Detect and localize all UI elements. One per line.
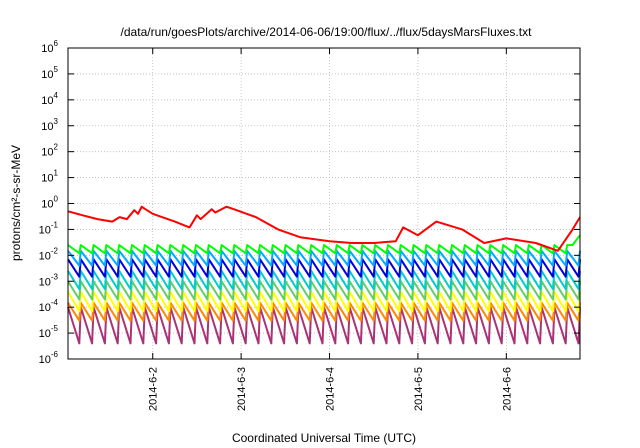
x-tick-label: 2014-6-3 bbox=[236, 367, 248, 411]
y-tick-label: 10-3 bbox=[39, 272, 59, 288]
x-axis-title: Coordinated Universal Time (UTC) bbox=[232, 431, 416, 445]
y-tick-label: 10-2 bbox=[39, 246, 59, 262]
y-tick-label: 103 bbox=[41, 117, 58, 133]
x-tick-label: 2014-6-2 bbox=[148, 367, 160, 411]
y-tick-label: 102 bbox=[41, 143, 58, 159]
y-tick-label: 101 bbox=[41, 169, 58, 185]
y-tick-label: 105 bbox=[41, 65, 58, 81]
y-tick-label: 10-4 bbox=[39, 298, 59, 314]
series-line bbox=[67, 249, 581, 267]
series-layer bbox=[67, 205, 581, 345]
chart-title: /data/run/goesPlots/archive/2014-06-06/1… bbox=[121, 25, 533, 39]
x-axis: 2014-6-2 2014-6-3 2014-6-4 2014-6-5 2014-6-6 bbox=[148, 48, 513, 411]
y-axis: 106 105 104 103 102 101 100 10-1 10-2 10-3 10-4 10-… bbox=[39, 39, 580, 366]
y-tick-label: 100 bbox=[41, 195, 58, 211]
x-tick-label: 2014-6-6 bbox=[501, 367, 513, 411]
y-tick-label: 10-6 bbox=[39, 350, 59, 366]
series-line bbox=[67, 234, 581, 255]
x-tick-label: 2014-6-5 bbox=[413, 367, 425, 411]
series-line bbox=[67, 205, 581, 252]
y-tick-label: 104 bbox=[41, 91, 58, 107]
y-tick-label: 10-1 bbox=[39, 220, 59, 236]
x-tick-label: 2014-6-4 bbox=[325, 367, 337, 411]
y-tick-label: 106 bbox=[41, 39, 58, 55]
y-tick-label: 10-5 bbox=[39, 324, 59, 340]
y-axis-title: protons/cm²-s-sr-MeV bbox=[9, 145, 23, 261]
